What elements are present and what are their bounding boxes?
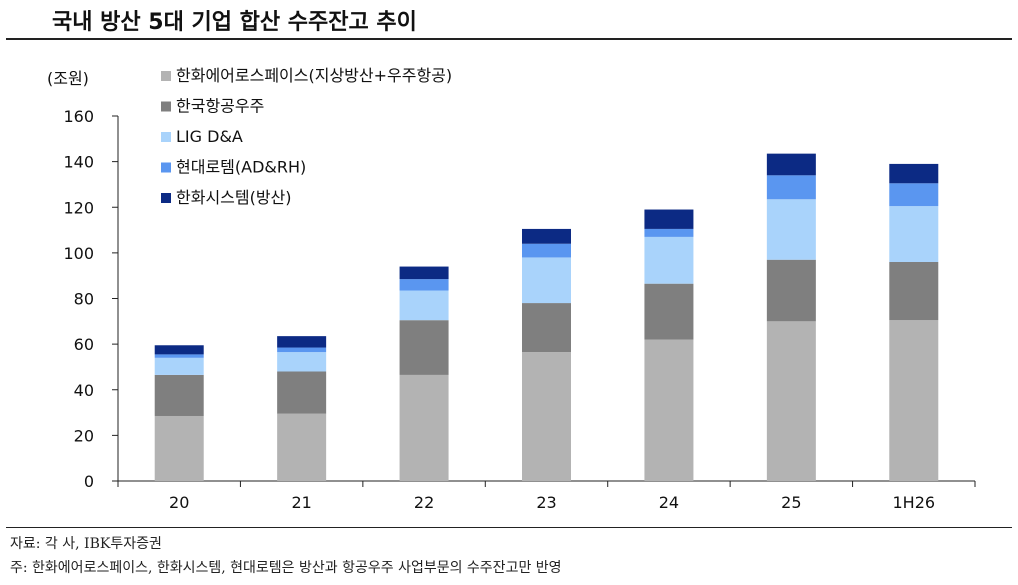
x-tick-label: 22 xyxy=(414,493,434,512)
bar-segment-5 xyxy=(889,163,939,184)
y-tick-label: 160 xyxy=(63,107,94,126)
bar-segment-5 xyxy=(277,336,327,348)
bar-segment-4 xyxy=(277,347,327,353)
bar-segment-5 xyxy=(399,266,449,280)
legend-swatch-3 xyxy=(161,132,171,142)
y-tick-label: 100 xyxy=(63,244,94,263)
bar-segment-1 xyxy=(277,413,327,481)
bar-segment-3 xyxy=(277,352,327,372)
bar-segment-3 xyxy=(399,290,449,321)
bar-segment-3 xyxy=(644,236,694,284)
bar-segment-1 xyxy=(889,320,939,481)
bar-segment-1 xyxy=(399,374,449,481)
bar-segment-1 xyxy=(644,339,694,481)
x-tick-label: 21 xyxy=(291,493,311,512)
bar-segment-5 xyxy=(154,345,204,355)
legend-label-1: 한화에어로스페이스(지상방산+우주항공) xyxy=(176,66,452,85)
bar-segment-2 xyxy=(766,259,816,322)
bar-segment-4 xyxy=(399,279,449,291)
x-tick-label: 25 xyxy=(781,493,801,512)
legend-label-3: LIG D&A xyxy=(176,127,243,146)
bar-segment-3 xyxy=(522,257,571,304)
bar-segment-3 xyxy=(154,357,204,375)
x-tick-label: 23 xyxy=(536,493,556,512)
bar-segment-4 xyxy=(766,175,816,200)
bar-segment-1 xyxy=(154,415,204,481)
y-tick-label: 120 xyxy=(63,198,94,217)
title-rule xyxy=(6,38,1012,40)
legend-label-2: 한국항공우주 xyxy=(176,97,264,116)
bar-segment-3 xyxy=(889,206,939,262)
legend-swatch-1 xyxy=(161,71,171,81)
legend-label-4: 현대로템(AD&RH) xyxy=(176,158,306,177)
bar-segment-2 xyxy=(399,320,449,375)
bar-segment-2 xyxy=(889,262,939,321)
legend-swatch-4 xyxy=(161,162,171,173)
bar-segment-4 xyxy=(522,243,571,258)
y-tick-label: 20 xyxy=(74,426,94,445)
bar-segment-2 xyxy=(154,374,204,416)
y-tick-label: 40 xyxy=(74,381,94,400)
footer-rule xyxy=(6,527,1012,528)
chart-title: 국내 방산 5대 기업 합산 수주잔고 추이 xyxy=(52,10,417,35)
bar-segment-2 xyxy=(644,283,694,340)
source-note: 자료: 각 사, IBK투자증권 xyxy=(10,536,162,552)
bar-segment-5 xyxy=(766,153,816,176)
bar-segment-4 xyxy=(154,354,204,358)
bar-segment-5 xyxy=(522,228,571,244)
bar-segment-1 xyxy=(766,321,816,481)
bar-segment-2 xyxy=(522,303,571,353)
y-tick-label: 0 xyxy=(84,472,94,491)
bar-segment-3 xyxy=(766,199,816,260)
footnote: 주: 한화에어로스페이스, 한화시스템, 현대로템은 방산과 항공우주 사업부문… xyxy=(10,560,562,576)
y-tick-label: 80 xyxy=(74,290,94,309)
bar-segment-5 xyxy=(644,209,694,229)
bar-segment-4 xyxy=(889,183,939,207)
y-axis-unit-label: (조원) xyxy=(47,69,89,88)
legend-label-5: 한화시스템(방산) xyxy=(176,188,292,207)
x-tick-label: 24 xyxy=(659,493,679,512)
y-tick-label: 60 xyxy=(74,335,94,354)
legend-swatch-2 xyxy=(161,101,171,112)
legend-swatch-5 xyxy=(161,193,171,203)
bar-segment-4 xyxy=(644,228,694,237)
x-tick-label: 1H26 xyxy=(892,493,935,512)
x-tick-label: 20 xyxy=(169,493,189,512)
y-tick-label: 140 xyxy=(63,153,94,172)
bar-segment-1 xyxy=(522,352,571,481)
bar-segment-2 xyxy=(277,371,327,414)
